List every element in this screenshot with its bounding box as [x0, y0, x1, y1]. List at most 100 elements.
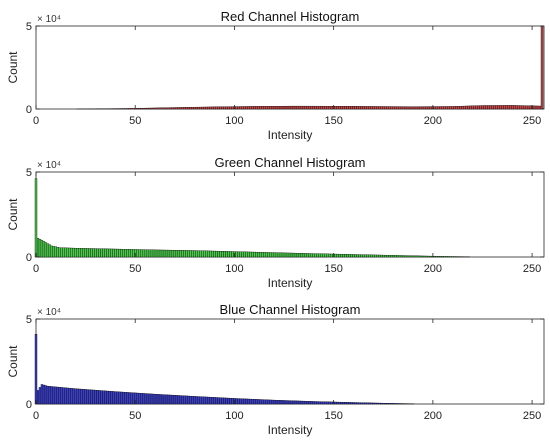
histogram-bar	[163, 394, 167, 405]
histogram-bar	[265, 106, 268, 110]
axes-box	[35, 25, 545, 110]
histogram-bar	[100, 390, 103, 405]
histogram-bar	[145, 249, 149, 258]
histogram-bar	[316, 253, 319, 258]
histogram-bar	[457, 106, 460, 110]
histogram-bar	[56, 386, 59, 405]
histogram-bar	[284, 105, 288, 110]
histogram-bar	[40, 384, 44, 405]
histogram-spike-bar	[540, 25, 544, 110]
histogram-bar	[187, 250, 190, 258]
histogram-bar	[267, 399, 270, 405]
histogram-bar	[128, 249, 131, 258]
x-tick-label: 150	[324, 410, 342, 422]
histogram-bar	[76, 248, 79, 258]
histogram-bar	[322, 105, 325, 110]
histogram-bar	[366, 254, 369, 258]
histogram-bar	[163, 107, 167, 110]
histogram-bar	[235, 398, 238, 405]
histogram-bar	[171, 107, 175, 110]
histogram-bar	[221, 397, 224, 405]
histogram-bar	[362, 106, 365, 110]
histogram-bar	[215, 250, 218, 258]
histogram-bar	[449, 256, 452, 258]
y-axis-multiplier: × 10⁴	[37, 160, 61, 171]
histogram-bar	[439, 256, 442, 258]
histogram-bar	[205, 106, 208, 110]
histogram-bar	[340, 254, 343, 258]
chart-title: Red Channel Histogram	[221, 9, 360, 24]
histogram-bar	[100, 248, 103, 258]
histogram-bar	[324, 105, 327, 110]
histogram-bar	[378, 106, 381, 110]
histogram-bar	[455, 106, 458, 110]
histogram-bar	[286, 252, 290, 258]
histogram-bar	[268, 106, 272, 110]
histogram-bar	[169, 249, 173, 258]
histogram-bar	[330, 253, 333, 258]
histogram-bar	[388, 403, 391, 405]
histogram-bar	[72, 247, 75, 258]
x-tick-label: 0	[33, 410, 39, 422]
histogram-bar	[429, 255, 433, 258]
histogram-bar	[130, 249, 133, 258]
histogram-bar	[143, 393, 147, 405]
histogram-bar	[225, 251, 228, 258]
histogram-bar	[407, 255, 411, 258]
histogram-bar	[316, 401, 319, 405]
histogram-bar	[475, 105, 478, 110]
histogram-bar	[195, 396, 198, 405]
histogram-bar	[257, 399, 260, 405]
histogram-spike-bar	[34, 334, 38, 405]
histogram-bar	[140, 108, 143, 110]
histogram-bar	[173, 107, 177, 110]
histogram-bar	[368, 402, 371, 405]
histogram-bar	[521, 105, 524, 110]
histogram-panel-1: 0 50 100 150 200 250 0 5 × 10⁴ Red Channel Histog…	[6, 9, 545, 142]
histogram-bar	[86, 389, 89, 405]
histogram-bar	[274, 252, 278, 258]
histogram-bar	[38, 239, 42, 258]
histogram-bar	[229, 106, 232, 110]
histogram-bar	[219, 251, 222, 258]
histogram-bars	[34, 178, 470, 258]
histogram-bar	[195, 106, 198, 110]
histogram-bar	[465, 105, 468, 110]
histogram-bar	[157, 249, 161, 258]
histogram-bar	[352, 254, 355, 258]
histogram-bar	[138, 108, 141, 110]
histogram-bar	[407, 106, 411, 110]
histogram-bar	[114, 391, 117, 405]
histogram-bar	[348, 254, 351, 258]
histogram-bar	[304, 253, 308, 258]
y-axis-multiplier: × 10⁴	[37, 307, 61, 318]
histogram-bar	[473, 105, 476, 110]
histogram-bar	[76, 388, 79, 405]
histogram-bar	[94, 389, 97, 405]
histogram-bar	[380, 254, 383, 258]
y-tick-label: 0	[26, 104, 32, 116]
histogram-bar	[90, 248, 93, 258]
histogram-bar	[483, 105, 486, 110]
histogram-bar	[169, 394, 173, 405]
histogram-bar	[419, 106, 423, 110]
histogram-bar	[310, 105, 313, 110]
histogram-bar	[132, 392, 135, 405]
histogram-bar	[300, 400, 304, 405]
histogram-bar	[141, 107, 145, 110]
y-tick-label: 0	[26, 399, 32, 411]
histogram-bar	[425, 255, 429, 258]
histogram-bar	[524, 105, 528, 110]
histogram-bar	[280, 400, 284, 405]
histogram-bar	[159, 394, 163, 405]
histogram-bar	[153, 393, 157, 405]
histogram-bar	[38, 387, 42, 405]
histogram-bar	[350, 106, 353, 110]
histogram-bar	[437, 106, 440, 110]
histogram-bar	[193, 396, 196, 405]
histogram-bar	[405, 255, 409, 258]
histogram-bar	[191, 396, 194, 405]
histogram-bar	[128, 108, 131, 110]
histogram-bar	[249, 251, 252, 258]
histogram-bar	[185, 250, 188, 258]
